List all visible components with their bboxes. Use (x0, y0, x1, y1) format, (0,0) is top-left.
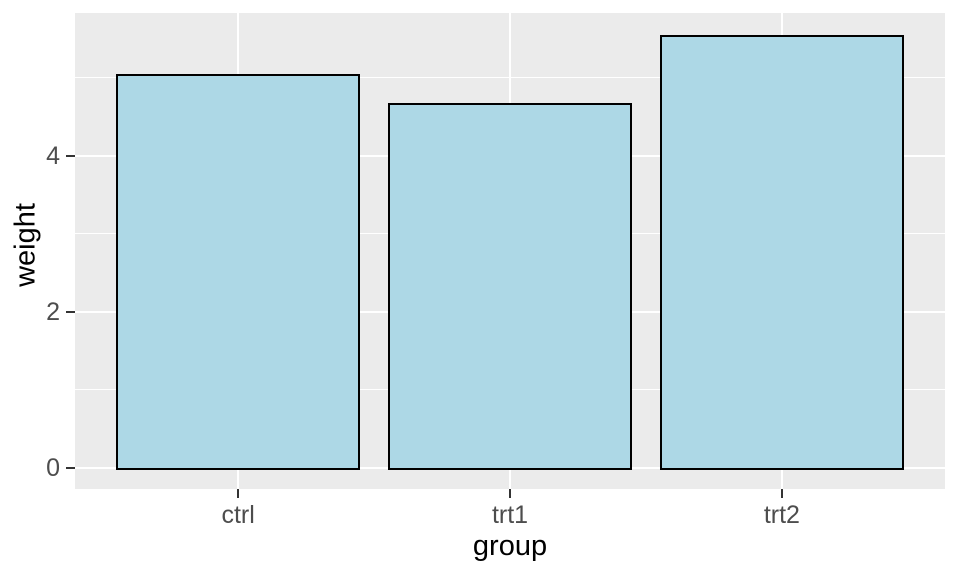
y-tick-mark (66, 154, 75, 158)
x-tick-mark (780, 489, 784, 498)
y-tick-mark (66, 310, 75, 314)
y-tick-label: 0 (46, 453, 60, 482)
x-tick-label: trt2 (763, 501, 800, 529)
bar-trt1 (387, 103, 633, 470)
x-tick-label: ctrl (221, 501, 255, 529)
bar-trt2 (659, 35, 905, 470)
x-axis-title: group (472, 530, 548, 562)
y-tick-label: 4 (46, 141, 60, 170)
x-tick-mark (236, 489, 240, 498)
y-tick-label: 2 (46, 297, 60, 326)
bar-ctrl (115, 74, 361, 470)
y-tick-mark (66, 466, 75, 470)
x-tick-label: trt1 (491, 501, 529, 529)
x-tick-mark (508, 489, 512, 498)
y-axis-title: weight (9, 203, 42, 287)
plot-panel (75, 13, 945, 489)
